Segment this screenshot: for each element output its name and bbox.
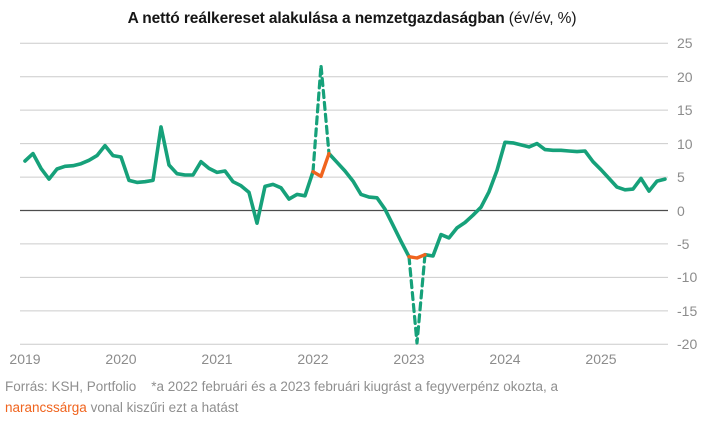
x-axis-tick-label: 2025 (585, 351, 617, 367)
actual-line-solid (23, 125, 315, 225)
footnote-highlight: narancssárga (5, 399, 87, 415)
actual-line-spike-dashed (311, 63, 331, 174)
y-axis-tick-label: 0 (677, 203, 685, 219)
chart-footnote: Forrás: KSH, Portfolio *a 2022 februári é… (5, 377, 685, 418)
y-axis-tick-label: 15 (677, 102, 693, 118)
x-axis-tick-label: 2023 (393, 351, 425, 367)
y-axis-tick-label: -10 (677, 269, 698, 285)
y-axis-tick-label: 20 (677, 69, 693, 85)
chart-title: A nettó reálkereset alakulása a nemzetga… (0, 10, 704, 28)
footnote-line1: *a 2022 februári és a 2023 februári kiug… (151, 379, 559, 394)
x-axis-tick-label: 2021 (201, 351, 233, 367)
x-axis-tick-label: 2019 (9, 351, 41, 367)
x-axis-tick-label: 2024 (489, 351, 521, 367)
source-label: Forrás: KSH, Portfolio (5, 379, 137, 394)
y-axis-tick-label: -5 (677, 236, 690, 252)
chart-title-main: A nettó reálkereset alakulása a nemzetga… (127, 10, 505, 27)
footnote-line2: vonal kiszűri ezt a hatást (86, 399, 239, 415)
y-axis-tick-label: 10 (677, 136, 693, 152)
adjusted-line-orange (311, 151, 331, 179)
adjusted-line-orange (407, 253, 427, 260)
actual-line-spike-dashed (407, 253, 427, 345)
y-axis-tick-label: -15 (677, 303, 698, 319)
chart-title-suffix: (év/év, %) (504, 10, 577, 27)
actual-line-solid (423, 140, 667, 258)
x-axis-tick-label: 2020 (105, 351, 137, 367)
y-axis-tick-label: 25 (677, 35, 693, 51)
x-axis-tick-label: 2022 (297, 351, 329, 367)
y-axis-tick-label: -20 (677, 336, 698, 352)
y-axis-tick-label: 5 (677, 169, 685, 185)
actual-line-solid (327, 151, 411, 259)
